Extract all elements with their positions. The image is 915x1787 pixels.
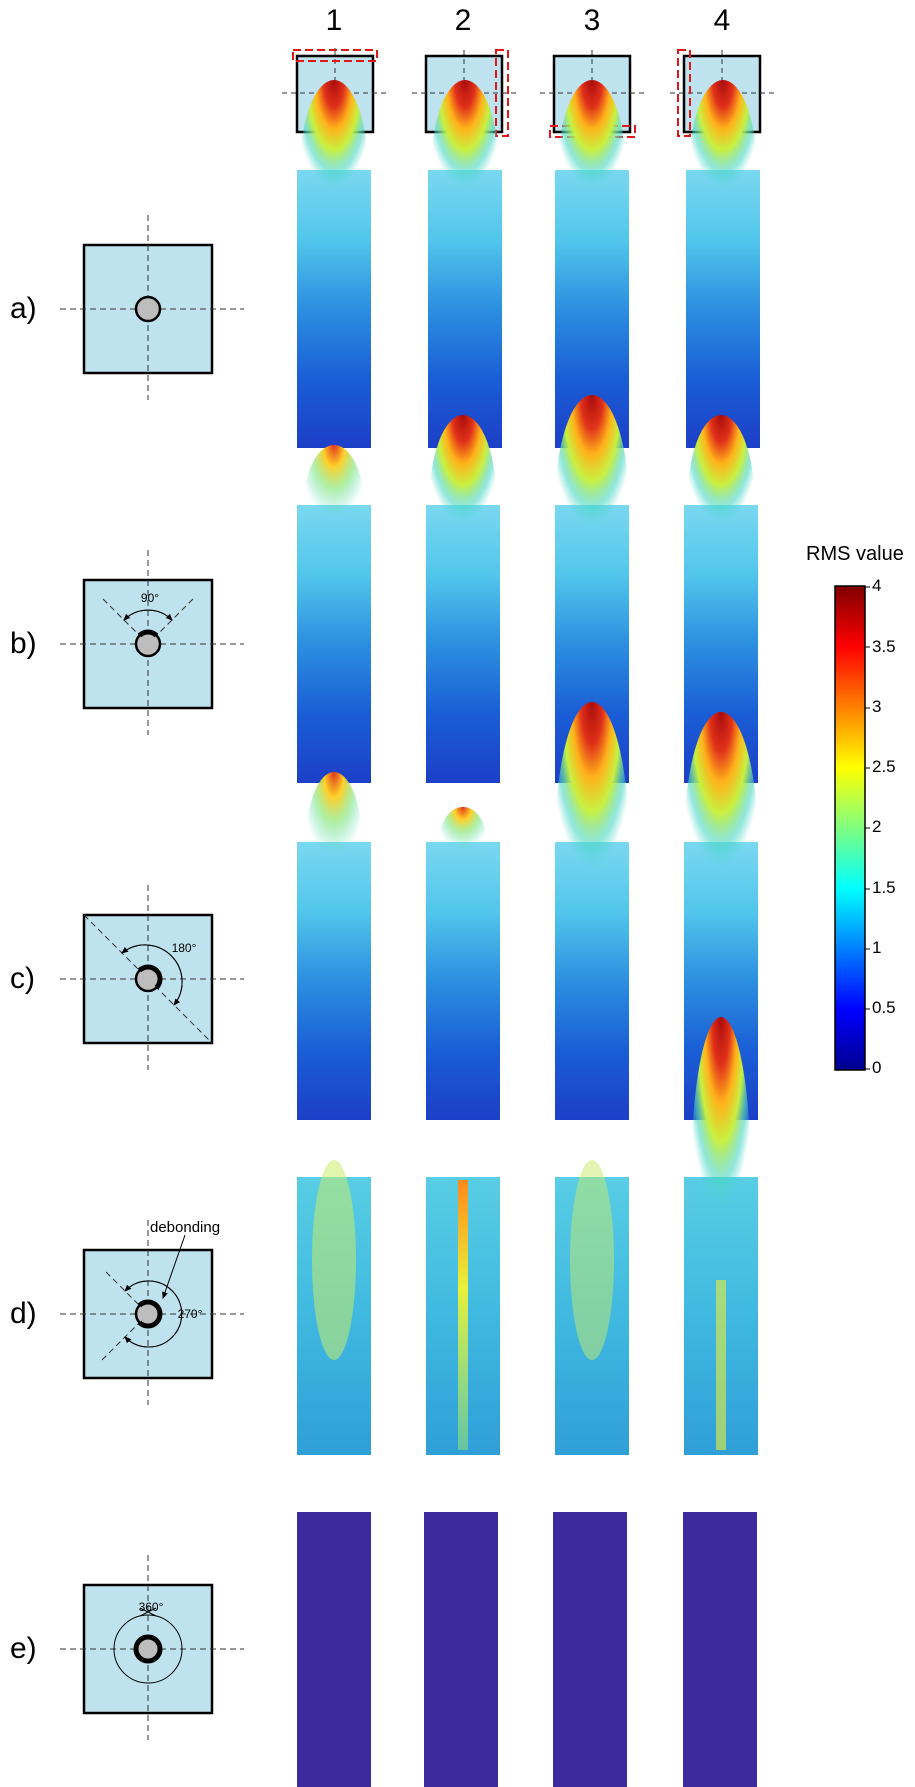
heatmap-row-a (297, 80, 760, 448)
heatmap-d-3 (555, 1160, 629, 1455)
cross-section-c: 180° (60, 885, 244, 1070)
colorbar-title: RMS value (806, 543, 904, 565)
cross-section-b: 90° (60, 550, 244, 735)
heatmap-b-2 (426, 415, 500, 783)
column-number-4: 4 (713, 4, 731, 37)
cross-section-a (60, 215, 244, 400)
heatmap-c-1 (297, 772, 371, 1120)
angle-label-d: 270° (178, 1307, 203, 1321)
heatmap-e-1 (297, 1512, 371, 1787)
debonding-annotation: debonding (150, 1219, 220, 1236)
heatmap-row-e (297, 1512, 757, 1787)
heatmap-row-d (297, 1017, 758, 1455)
heatmap-b-1 (297, 445, 371, 783)
heatmap-c-2 (426, 807, 500, 1120)
angle-label-b: 90° (141, 591, 159, 605)
column-number-2: 2 (454, 4, 472, 37)
column-number-3: 3 (583, 4, 601, 37)
heatmap-d-4 (684, 1017, 758, 1455)
colorbar-tick-1: 1 (872, 938, 882, 957)
colorbar-tick-3: 3 (872, 697, 882, 716)
cross-section-e: 360° (60, 1555, 244, 1740)
heatmap-e-3 (553, 1512, 627, 1787)
colorbar-tick-2-5: 2.5 (872, 757, 896, 776)
heatmap-a-1 (297, 80, 371, 448)
column-number-1: 1 (325, 4, 343, 37)
row-label-b: b) (10, 627, 37, 660)
colorbar-tick-0-5: 0.5 (872, 998, 896, 1017)
heatmap-row-c (297, 702, 758, 1120)
row-label-e: e) (10, 1632, 37, 1665)
row-label-d: d) (10, 1297, 37, 1330)
colorbar-tick-1-5: 1.5 (872, 878, 896, 897)
heatmap-a-2 (428, 80, 502, 448)
colorbar-tick-4: 4 (872, 576, 882, 595)
row-label-a: a) (10, 292, 37, 325)
angle-label-e: 360° (139, 1600, 164, 1614)
cross-section-d: debonding 270° (60, 1219, 244, 1405)
heatmap-c-4 (684, 712, 758, 1120)
colorbar-tick-0: 0 (872, 1058, 882, 1077)
heatmap-d-1 (297, 1160, 371, 1455)
heatmap-e-4 (683, 1512, 757, 1787)
heatmap-d-2 (426, 1177, 500, 1455)
heatmap-a-3 (555, 80, 629, 448)
colorbar (834, 585, 870, 1071)
colorbar-tick-3-5: 3.5 (872, 637, 896, 656)
heatmap-a-4 (686, 80, 760, 448)
heatmap-c-3 (555, 702, 629, 1120)
row-label-c: c) (10, 962, 35, 995)
heatmap-e-2 (424, 1512, 498, 1787)
colorbar-tick-2: 2 (872, 817, 882, 836)
heatmap-row-b (297, 395, 758, 783)
cross-section-diagrams: 90° 180° debonding 270° 360° (60, 215, 244, 1740)
angle-label-c: 180° (172, 941, 197, 955)
